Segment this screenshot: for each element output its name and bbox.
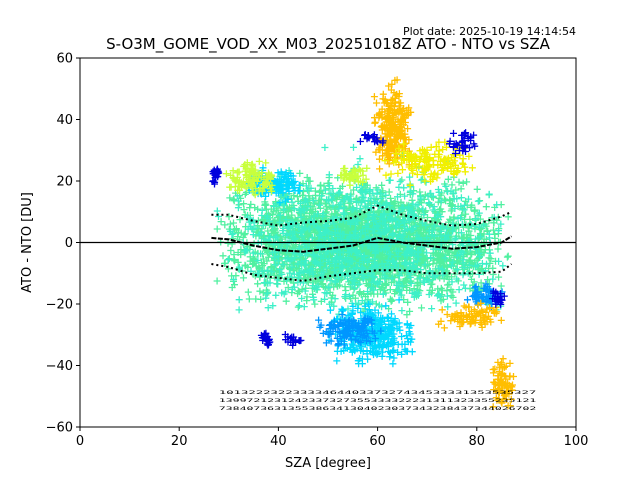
- marker-cluster-blue: [446, 129, 479, 157]
- marker-cluster-blue: [209, 165, 223, 188]
- cluster-markers: [489, 355, 517, 411]
- y-axis-label: ATO - NTO [DU]: [20, 192, 35, 293]
- cluster-markers: [337, 164, 371, 189]
- y-tick-label: 60: [56, 52, 73, 67]
- bin-count-row: 7384073631355386341304023037343238437344…: [219, 406, 537, 412]
- marker-cluster-blue: [356, 131, 387, 147]
- marker-cluster-azure: [315, 311, 385, 349]
- x-tick-label: 40: [270, 434, 287, 449]
- x-tick-label: 100: [564, 434, 589, 449]
- lower-std-profile: [211, 263, 513, 282]
- bin-counts: 1013222322333346440337327434533331353535…: [219, 390, 537, 412]
- y-axis: −60 −40 −20 0 20 40 60: [46, 52, 80, 436]
- y-tick-label: 0: [65, 236, 73, 251]
- bin-count-row: 1399721231242337327355333322231311323355…: [219, 398, 537, 404]
- y-tick-label: −40: [46, 359, 73, 374]
- x-axis: 0 20 40 60 80 100: [76, 427, 589, 449]
- x-tick-label: 60: [369, 434, 386, 449]
- y-tick-label: −60: [46, 421, 73, 436]
- cluster-markers: [222, 157, 276, 199]
- marker-cluster-yellow: [381, 138, 476, 189]
- cluster-markers: [435, 299, 505, 332]
- bin-count-row: 1013222322333346440337327434533331353535…: [219, 390, 537, 396]
- marker-cluster-orange: [489, 355, 517, 411]
- cluster-markers: [315, 311, 385, 349]
- marker-cluster-blue: [489, 287, 508, 308]
- marker-cluster-yellowgreen: [222, 157, 276, 199]
- cluster-markers: [281, 331, 305, 349]
- cluster-markers: [209, 165, 223, 188]
- y-tick-label: 40: [56, 113, 73, 128]
- chart-title: S-O3M_GOME_VOD_XX_M03_20251018Z ATO - NT…: [106, 35, 551, 54]
- plot-date: Plot date: 2025-10-19 14:14:54: [403, 25, 576, 38]
- upper-std-profile: [211, 204, 512, 227]
- cluster-markers: [489, 287, 508, 308]
- marker-cluster-blue: [257, 329, 274, 349]
- marker-cluster-orange: [435, 299, 505, 332]
- cluster-markers: [446, 129, 479, 157]
- x-tick-label: 0: [76, 434, 84, 449]
- x-tick-label: 20: [171, 434, 188, 449]
- x-tick-label: 80: [469, 434, 486, 449]
- cluster-markers: [257, 329, 274, 349]
- marker-cluster-yellowgreen: [337, 164, 371, 189]
- cluster-markers: [381, 138, 476, 189]
- mean-profile: [211, 235, 513, 253]
- y-tick-label: 20: [56, 175, 73, 190]
- y-tick-label: −20: [46, 298, 73, 313]
- marker-cluster-blue: [281, 331, 305, 349]
- statistics-profiles: [80, 204, 576, 282]
- x-axis-label: SZA [degree]: [285, 456, 371, 471]
- cluster-markers: [356, 131, 387, 147]
